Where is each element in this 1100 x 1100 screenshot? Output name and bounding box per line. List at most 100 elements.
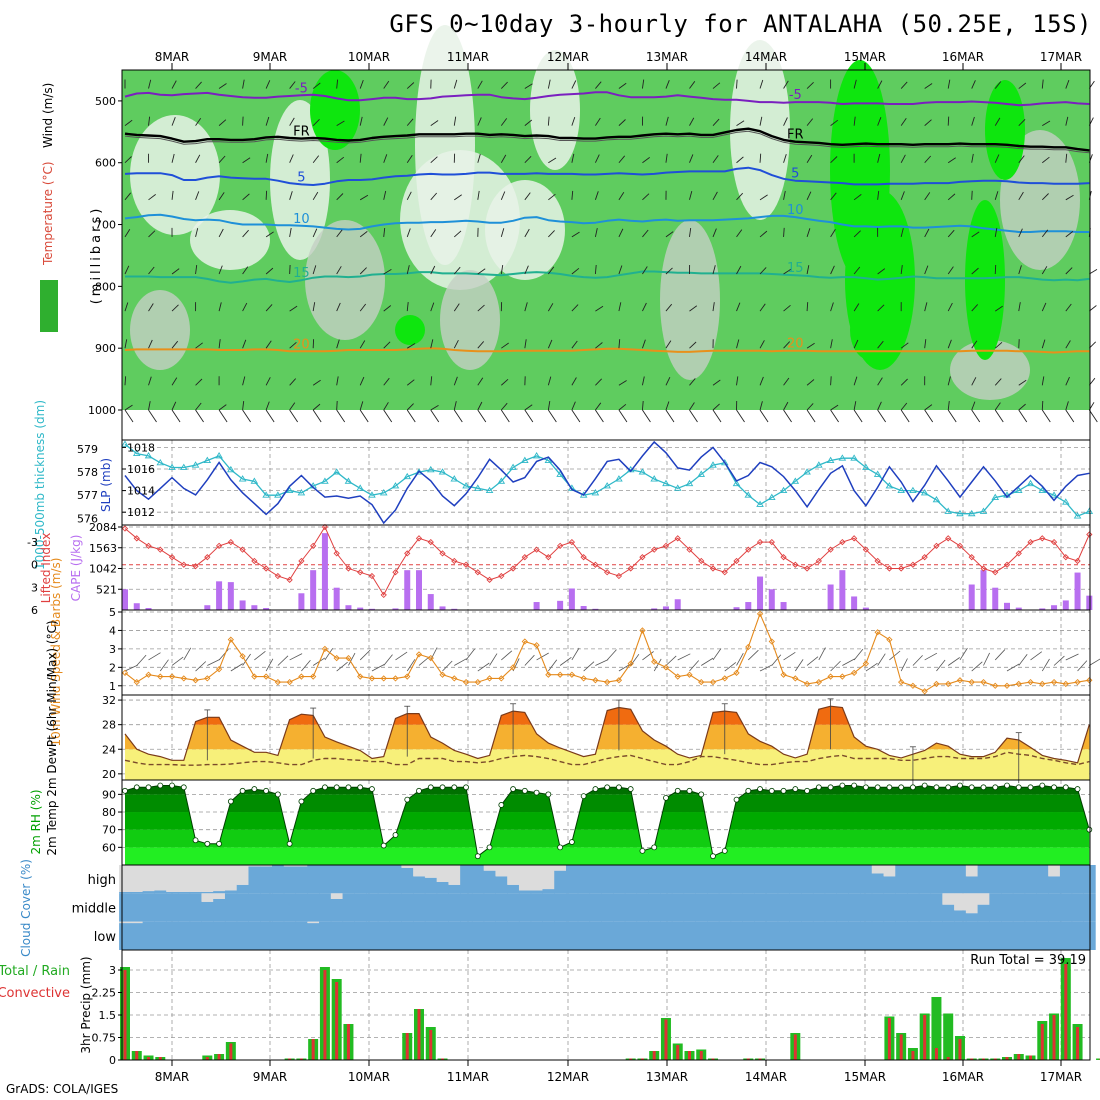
wind-barb — [195, 402, 202, 411]
cloud-gap-bar — [213, 865, 226, 892]
rh-marker — [1027, 784, 1034, 791]
lifted-index-marker — [698, 557, 705, 565]
surface-wind-barb — [877, 409, 887, 423]
li-tick-label: 0 — [31, 559, 38, 572]
cloud-cover-bar — [1001, 921, 1014, 950]
cape-bar — [345, 605, 352, 610]
wind-barb — [406, 118, 414, 126]
surface-wind-barb — [689, 409, 698, 423]
cloud-cover-bar — [730, 865, 743, 894]
y-tick-label: 32 — [102, 694, 116, 707]
lifted-index-marker — [745, 546, 752, 553]
wind-barb — [806, 228, 811, 238]
surface-wind-barb — [477, 409, 487, 423]
wind-barb — [594, 228, 598, 238]
thickness-tick-label: 577 — [77, 489, 98, 502]
cloud-cover-bar — [401, 921, 414, 950]
wind-barb — [124, 156, 132, 164]
rh-marker — [721, 847, 728, 854]
cloud-gap-bar — [424, 865, 438, 878]
isotherm-label: FR — [293, 125, 310, 140]
day-label-bottom: 11MAR — [447, 1070, 489, 1084]
cloud-cover-bar — [507, 893, 520, 922]
day-label-top: 9MAR — [253, 50, 288, 64]
cloud-cover-bar — [577, 921, 591, 950]
y-tick-label: 1000 — [88, 404, 116, 417]
wind-barb-10m — [548, 659, 558, 672]
cloud-cover-bar — [554, 921, 567, 950]
wind-barb — [477, 80, 483, 89]
cape-bar — [368, 608, 375, 610]
wind-barb — [924, 302, 928, 312]
rh-marker — [945, 784, 952, 791]
wind-barb-10m — [559, 656, 572, 666]
wind-barb — [783, 401, 789, 411]
cloud-cover-bar — [307, 923, 320, 950]
cloud-cover-bar — [224, 921, 238, 950]
wind-barb-10m — [701, 657, 714, 666]
legend-total-rain: Total / Rain — [0, 964, 70, 979]
wind-barb — [312, 82, 321, 89]
wind-barb — [336, 120, 345, 127]
thickness-marker — [368, 491, 376, 498]
wind-barb — [877, 377, 883, 386]
y-tick-label: 2.25 — [92, 987, 117, 1000]
lifted-index-marker — [1039, 535, 1046, 542]
surface-wind-barb — [289, 409, 299, 423]
thickness-marker — [956, 509, 964, 517]
wind-barb-10m — [900, 658, 908, 672]
wind-barb-10m — [630, 653, 640, 666]
lifted-index-marker — [803, 565, 811, 572]
rh-marker — [533, 789, 540, 796]
rh-marker — [710, 853, 716, 860]
wind-barb — [289, 191, 293, 200]
y-tick-label: 521 — [96, 583, 117, 596]
cloud-cover-bar — [119, 893, 132, 922]
precip-convective-bar — [934, 1048, 938, 1060]
wind-barb — [148, 376, 152, 386]
cape-bar — [839, 570, 846, 610]
cloud-cover-bar — [530, 921, 543, 950]
rh-marker — [768, 787, 775, 794]
cloud-cover-bar — [1071, 921, 1084, 950]
day-label-top: 13MAR — [646, 50, 688, 64]
wind-barb — [971, 231, 980, 238]
cloud-cover-bar — [177, 893, 191, 922]
wind-barb — [830, 376, 832, 386]
cloud-cover-bar — [589, 865, 602, 894]
surface-wind-barb — [1018, 409, 1028, 423]
rh-marker — [792, 786, 799, 792]
wind-barb — [547, 79, 551, 89]
wind-barb — [195, 228, 199, 238]
surface-wind-barb — [712, 409, 722, 423]
thickness-marker — [321, 477, 329, 484]
rh-marker — [616, 784, 622, 791]
wind-barb — [500, 191, 506, 200]
wind-barb — [853, 230, 861, 238]
wind-barb — [195, 81, 202, 89]
wind-barb — [853, 376, 858, 386]
cloud-cover-bar — [213, 921, 226, 950]
cloud-cover-bar — [836, 893, 849, 922]
wind-barb — [453, 376, 458, 386]
wind-barb — [595, 305, 604, 312]
wind-barb — [736, 376, 739, 386]
rh-marker — [674, 787, 681, 794]
cloud-cover-bar — [389, 921, 402, 950]
cloud-cover-bar — [589, 893, 602, 922]
cloud-gap-bar — [413, 865, 426, 877]
surface-wind-barb — [806, 409, 816, 423]
surface-wind-barb — [665, 409, 675, 423]
rh-marker — [380, 842, 387, 849]
li-tick-label: -3 — [27, 536, 38, 549]
wind-barb — [641, 376, 645, 386]
wind-barb — [1018, 228, 1023, 238]
cape-bar — [416, 570, 422, 610]
isotherm-label: 15 — [293, 266, 310, 281]
cape-bar — [968, 584, 975, 610]
lifted-index-marker — [592, 561, 599, 568]
lifted-index-marker — [533, 546, 540, 553]
temp-fill-band — [125, 706, 1090, 725]
thickness-marker — [697, 470, 706, 477]
rh-marker — [1004, 782, 1010, 789]
